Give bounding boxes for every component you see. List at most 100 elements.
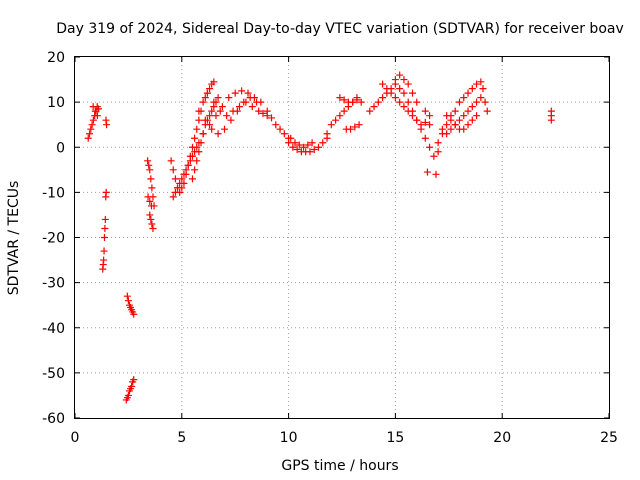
data-point — [101, 224, 109, 232]
data-point — [255, 107, 263, 115]
data-point — [89, 103, 97, 111]
data-point — [148, 220, 156, 228]
data-point — [460, 125, 468, 133]
data-point — [426, 143, 434, 151]
data-point — [268, 114, 276, 122]
y-tick-label: 20 — [47, 50, 65, 66]
data-point — [144, 193, 152, 201]
data-point — [103, 121, 111, 129]
data-point — [124, 297, 132, 305]
data-point — [434, 139, 442, 147]
series-low-13 — [342, 121, 363, 133]
data-point — [443, 112, 451, 120]
data-point — [216, 107, 224, 115]
data-point — [101, 215, 109, 223]
y-tick-label: -40 — [42, 321, 65, 337]
data-point — [300, 143, 308, 151]
data-point — [473, 112, 481, 120]
data-point — [447, 125, 455, 133]
data-point — [88, 121, 96, 129]
data-point — [396, 85, 404, 93]
data-point — [199, 98, 207, 106]
data-point — [197, 139, 205, 147]
data-point — [351, 123, 359, 131]
data-point — [124, 391, 132, 399]
data-point — [423, 168, 431, 176]
data-point — [289, 143, 297, 151]
data-point — [100, 234, 108, 241]
x-tick-label: 5 — [177, 430, 186, 446]
data-point — [210, 78, 218, 86]
data-point — [432, 170, 440, 178]
data-point — [285, 139, 293, 147]
data-point — [272, 121, 280, 129]
data-point — [149, 224, 157, 232]
data-point — [438, 125, 446, 133]
y-tick-label: -30 — [42, 276, 65, 292]
data-point — [89, 116, 97, 124]
data-point — [460, 112, 468, 120]
series-late-22 — [547, 107, 555, 124]
data-point — [214, 94, 222, 102]
data-point — [100, 256, 108, 264]
data-point — [291, 139, 299, 147]
data-marks — [84, 71, 555, 404]
data-point — [374, 98, 382, 106]
y-tick-label: 10 — [47, 95, 65, 111]
series-rise-12 — [323, 94, 361, 138]
data-point — [404, 80, 412, 88]
data-point — [128, 382, 136, 390]
x-tick-label: 10 — [280, 430, 298, 446]
data-point — [147, 215, 155, 223]
series-drop-3 — [122, 376, 138, 404]
series-early-arc-2 — [89, 103, 101, 120]
data-point — [201, 116, 209, 124]
data-point — [408, 107, 416, 115]
data-point — [130, 310, 138, 318]
data-point — [210, 98, 218, 106]
data-point — [229, 107, 237, 115]
series-rise-4.5 — [167, 78, 218, 196]
series-arc-14to16b — [379, 80, 434, 129]
data-point — [123, 292, 131, 300]
data-point — [387, 89, 395, 97]
data-point — [483, 107, 491, 115]
data-point — [203, 89, 211, 97]
data-point — [468, 116, 476, 124]
data-point — [468, 103, 476, 111]
series-arc-17to19b — [438, 94, 485, 138]
series-tail-9 — [255, 107, 293, 142]
y-tick-label: -60 — [42, 411, 65, 427]
series-arc-12.5 — [336, 94, 365, 106]
series-arc-3.5b — [144, 193, 155, 210]
data-point — [447, 116, 455, 124]
y-tick-label: 0 — [56, 140, 65, 156]
data-point — [259, 109, 267, 117]
data-point — [413, 116, 421, 124]
series-singles-16 — [423, 168, 440, 178]
data-point — [295, 141, 303, 149]
data-point — [263, 112, 271, 120]
data-point — [102, 116, 110, 124]
data-point — [218, 103, 226, 111]
plot-frame — [74, 56, 610, 419]
data-point — [379, 80, 387, 88]
data-point — [451, 107, 459, 115]
data-point — [287, 134, 295, 142]
data-point — [391, 94, 399, 102]
data-point — [244, 89, 252, 97]
data-point — [396, 71, 404, 79]
data-point — [235, 103, 243, 111]
data-point — [379, 94, 387, 102]
data-point — [201, 94, 209, 102]
data-point — [167, 157, 175, 165]
data-point — [227, 116, 235, 124]
data-point — [206, 85, 214, 93]
data-point — [146, 211, 154, 219]
data-point — [336, 112, 344, 120]
data-point — [443, 121, 451, 129]
data-point — [408, 89, 416, 97]
data-point — [310, 146, 318, 154]
data-point — [400, 103, 408, 111]
